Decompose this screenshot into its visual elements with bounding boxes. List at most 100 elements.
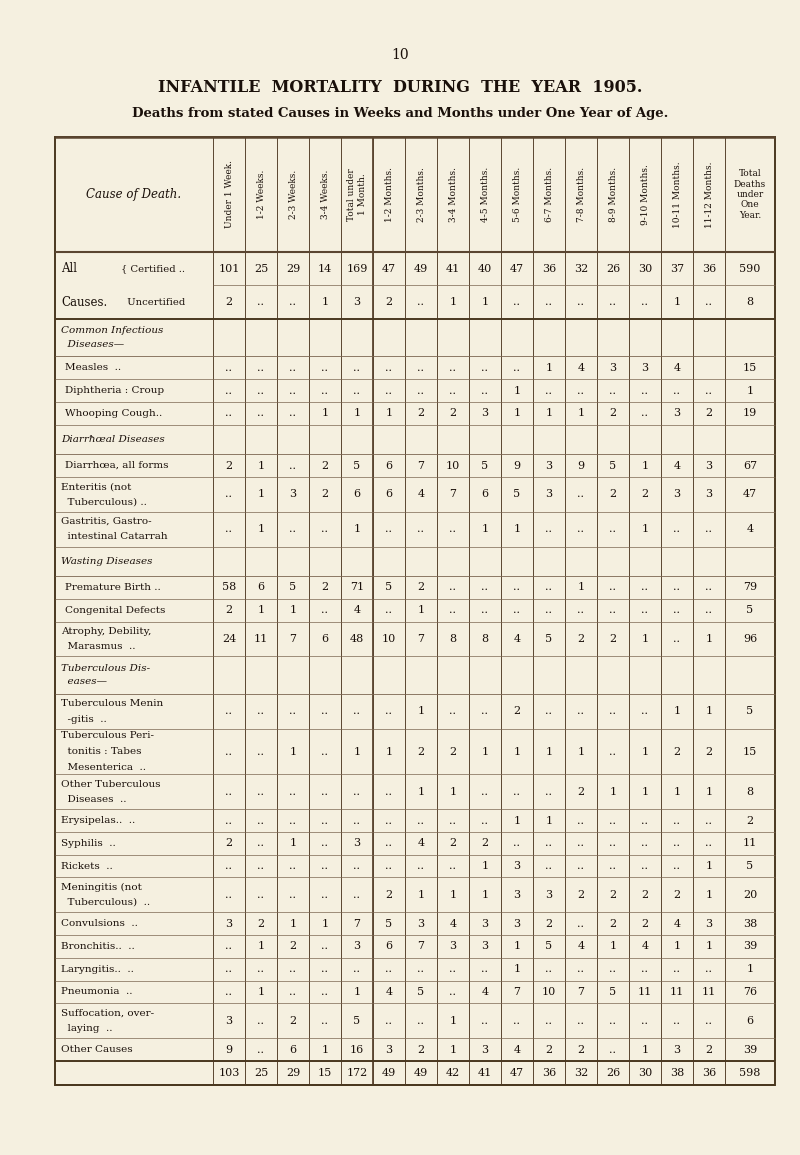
Text: Gastritis, Gastro-: Gastritis, Gastro- xyxy=(61,517,152,526)
Text: Causes.: Causes. xyxy=(61,296,107,308)
Text: 2: 2 xyxy=(418,746,425,757)
Text: 9: 9 xyxy=(226,1044,233,1055)
Text: 9-10 Months.: 9-10 Months. xyxy=(641,164,650,225)
Text: 25: 25 xyxy=(254,1068,268,1078)
Text: 5: 5 xyxy=(546,634,553,644)
Text: ..: .. xyxy=(642,297,649,307)
Text: 49: 49 xyxy=(414,263,428,274)
Text: Convulsions  ..: Convulsions .. xyxy=(61,919,138,929)
Text: 29: 29 xyxy=(286,263,300,274)
Text: ..: .. xyxy=(386,839,393,848)
Text: ..: .. xyxy=(354,860,361,871)
Text: 7: 7 xyxy=(354,918,361,929)
Text: ..: .. xyxy=(450,964,457,974)
Text: 10: 10 xyxy=(382,634,396,644)
Text: 1: 1 xyxy=(514,815,521,826)
Text: 2: 2 xyxy=(610,634,617,644)
Text: 6: 6 xyxy=(290,1044,297,1055)
Text: 1: 1 xyxy=(482,297,489,307)
Text: 1: 1 xyxy=(578,582,585,593)
Text: ..: .. xyxy=(386,1015,393,1026)
Text: 3: 3 xyxy=(418,918,425,929)
Text: 6-7 Months.: 6-7 Months. xyxy=(545,167,554,222)
Text: ..: .. xyxy=(546,964,553,974)
Text: 1: 1 xyxy=(514,964,521,974)
Text: Atrophy, Debility,: Atrophy, Debility, xyxy=(61,627,151,636)
Text: ..: .. xyxy=(258,297,265,307)
Text: 2: 2 xyxy=(746,815,754,826)
Text: ..: .. xyxy=(546,524,553,535)
Text: 6: 6 xyxy=(746,1015,754,1026)
Text: ..: .. xyxy=(610,297,617,307)
Text: 5: 5 xyxy=(610,461,617,470)
Text: 96: 96 xyxy=(743,634,757,644)
Text: 4: 4 xyxy=(418,490,425,499)
Text: ..: .. xyxy=(642,605,649,616)
Text: 41: 41 xyxy=(446,263,460,274)
Text: 3: 3 xyxy=(290,490,297,499)
Text: ..: .. xyxy=(578,964,585,974)
Text: 1: 1 xyxy=(674,297,681,307)
Text: ..: .. xyxy=(450,605,457,616)
Text: 47: 47 xyxy=(510,1068,524,1078)
Text: ..: .. xyxy=(610,1044,617,1055)
Text: 2: 2 xyxy=(610,918,617,929)
Text: 2: 2 xyxy=(674,889,681,900)
Text: 4: 4 xyxy=(514,634,521,644)
Text: ..: .. xyxy=(258,707,265,716)
Text: ..: .. xyxy=(290,524,297,535)
Text: 10: 10 xyxy=(446,461,460,470)
Text: 4: 4 xyxy=(354,605,361,616)
Text: ..: .. xyxy=(322,964,329,974)
Text: Other Tuberculous: Other Tuberculous xyxy=(61,780,161,789)
Text: 2: 2 xyxy=(418,582,425,593)
Text: 10: 10 xyxy=(391,49,409,62)
Text: 7: 7 xyxy=(578,986,585,997)
Text: ..: .. xyxy=(610,839,617,848)
Text: ..: .. xyxy=(386,707,393,716)
Text: 1: 1 xyxy=(322,1044,329,1055)
Text: 2: 2 xyxy=(578,787,585,797)
Text: 3: 3 xyxy=(674,490,681,499)
Text: ..: .. xyxy=(354,386,361,396)
Text: 4: 4 xyxy=(746,524,754,535)
Text: Mesenterica  ..: Mesenterica .. xyxy=(61,763,146,772)
Text: 1: 1 xyxy=(322,918,329,929)
Text: 1: 1 xyxy=(322,409,329,418)
Text: Total
Deaths
under
One
Year.: Total Deaths under One Year. xyxy=(734,169,766,219)
Text: ..: .. xyxy=(322,941,329,952)
Text: ..: .. xyxy=(482,1015,489,1026)
Text: Bronchitis..  ..: Bronchitis.. .. xyxy=(61,941,134,951)
Text: 1: 1 xyxy=(450,1015,457,1026)
Text: Pneumonia  ..: Pneumonia .. xyxy=(61,988,133,997)
Text: ..: .. xyxy=(354,815,361,826)
Text: ..: .. xyxy=(386,815,393,826)
Text: 1: 1 xyxy=(386,409,393,418)
Text: ..: .. xyxy=(578,297,585,307)
Text: 1: 1 xyxy=(258,986,265,997)
Text: ..: .. xyxy=(514,839,521,848)
Text: 1: 1 xyxy=(290,839,297,848)
Text: { Certified ..: { Certified .. xyxy=(122,264,186,274)
Text: 2-3 Months.: 2-3 Months. xyxy=(417,167,426,222)
Text: 39: 39 xyxy=(743,1044,757,1055)
Text: ..: .. xyxy=(610,815,617,826)
Text: ..: .. xyxy=(258,860,265,871)
Text: ..: .. xyxy=(482,363,489,373)
Text: 2: 2 xyxy=(290,941,297,952)
Text: 1: 1 xyxy=(386,746,393,757)
Text: 1: 1 xyxy=(546,746,553,757)
Text: 4: 4 xyxy=(514,1044,521,1055)
Text: 26: 26 xyxy=(606,263,620,274)
Text: Total under
1 Month.: Total under 1 Month. xyxy=(347,169,366,221)
Text: ..: .. xyxy=(578,707,585,716)
Text: 1: 1 xyxy=(482,889,489,900)
Text: 1: 1 xyxy=(354,986,361,997)
Text: ..: .. xyxy=(226,386,233,396)
Text: 2: 2 xyxy=(546,1044,553,1055)
Text: 1: 1 xyxy=(290,746,297,757)
Text: -gitis  ..: -gitis .. xyxy=(61,715,106,723)
Text: ..: .. xyxy=(610,860,617,871)
Text: 30: 30 xyxy=(638,1068,652,1078)
Text: 3: 3 xyxy=(354,941,361,952)
